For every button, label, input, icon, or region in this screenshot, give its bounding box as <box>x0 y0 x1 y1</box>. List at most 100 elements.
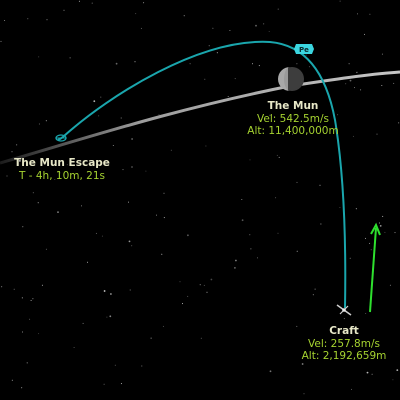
star <box>11 151 13 153</box>
star <box>348 63 350 65</box>
star <box>314 288 316 290</box>
star <box>276 154 278 156</box>
star <box>38 56 40 58</box>
craft-label: Craft Vel: 257.8m/s Alt: 2,192,659m <box>290 325 398 363</box>
star <box>45 248 47 250</box>
star <box>32 298 34 300</box>
craft-velocity: Vel: 257.8m/s <box>308 337 380 350</box>
star <box>16 144 18 146</box>
star <box>369 242 371 244</box>
star <box>296 325 298 327</box>
star <box>312 294 314 296</box>
star <box>278 156 280 158</box>
mun-orbit-line <box>0 70 400 165</box>
star <box>381 53 383 55</box>
mun-altitude: Alt: 11,400,000m <box>247 125 339 138</box>
star <box>227 96 229 97</box>
star <box>303 393 305 395</box>
star <box>366 371 369 374</box>
star <box>365 237 366 239</box>
star <box>110 293 112 295</box>
star <box>112 145 114 146</box>
star <box>27 18 29 20</box>
star <box>37 202 39 204</box>
star <box>241 219 244 222</box>
mun-label: The Mun Vel: 542.5m/s Alt: 11,400,000m <box>228 100 358 138</box>
star <box>45 120 47 122</box>
star <box>128 240 131 243</box>
star <box>73 347 75 348</box>
star <box>163 192 165 194</box>
star <box>21 387 23 389</box>
svg-text:Pe: Pe <box>299 46 309 54</box>
velocity-arrow-icon <box>369 222 381 313</box>
star <box>368 354 370 356</box>
star <box>371 373 373 375</box>
star <box>364 33 365 35</box>
star <box>296 63 298 65</box>
star <box>210 278 213 281</box>
star <box>63 9 65 11</box>
mun-name: The Mun <box>267 100 319 112</box>
star <box>394 232 396 234</box>
star <box>120 383 122 385</box>
star <box>292 133 293 135</box>
star <box>296 181 298 183</box>
periapsis-marker-icon[interactable]: Pe <box>294 44 314 54</box>
star <box>337 114 339 116</box>
star <box>389 284 391 286</box>
star <box>296 250 298 252</box>
star <box>106 316 108 318</box>
star <box>349 257 351 259</box>
star <box>378 222 380 224</box>
mun-escape-node-icon[interactable] <box>55 134 67 142</box>
star <box>81 205 82 207</box>
star <box>382 215 384 217</box>
star <box>398 122 400 124</box>
star <box>131 245 133 247</box>
star <box>204 78 206 80</box>
star <box>255 24 257 27</box>
star <box>22 331 23 333</box>
mun-planet-icon[interactable] <box>278 67 304 91</box>
star <box>22 226 24 228</box>
star <box>229 30 231 31</box>
star <box>59 172 61 174</box>
star <box>129 289 131 291</box>
star <box>393 82 395 84</box>
star <box>145 170 147 172</box>
star <box>319 184 321 186</box>
star <box>57 211 59 214</box>
star <box>78 0 80 2</box>
star <box>54 179 56 180</box>
star <box>320 223 322 225</box>
star <box>150 337 152 339</box>
star <box>46 19 48 21</box>
star <box>392 379 394 381</box>
star <box>103 383 105 385</box>
star <box>343 318 345 320</box>
star <box>356 71 358 73</box>
star <box>100 96 102 98</box>
star <box>376 133 378 135</box>
star <box>258 65 260 67</box>
star <box>187 234 189 237</box>
craft-vessel-icon[interactable] <box>336 304 352 316</box>
star <box>249 159 251 161</box>
star <box>6 175 8 177</box>
star <box>103 290 106 292</box>
star <box>41 284 43 286</box>
star <box>109 315 112 318</box>
star <box>187 295 189 297</box>
star <box>101 235 103 237</box>
star <box>82 322 84 324</box>
craft-name: Craft <box>329 325 359 337</box>
craft-altitude: Alt: 2,192,659m <box>301 350 387 363</box>
star <box>355 208 357 210</box>
star <box>156 214 157 216</box>
mun-escape-label: The Mun Escape T - 4h, 10m, 21s <box>2 157 122 182</box>
star <box>189 63 191 65</box>
star <box>370 249 372 251</box>
mun-escape-name: The Mun Escape <box>14 157 110 169</box>
